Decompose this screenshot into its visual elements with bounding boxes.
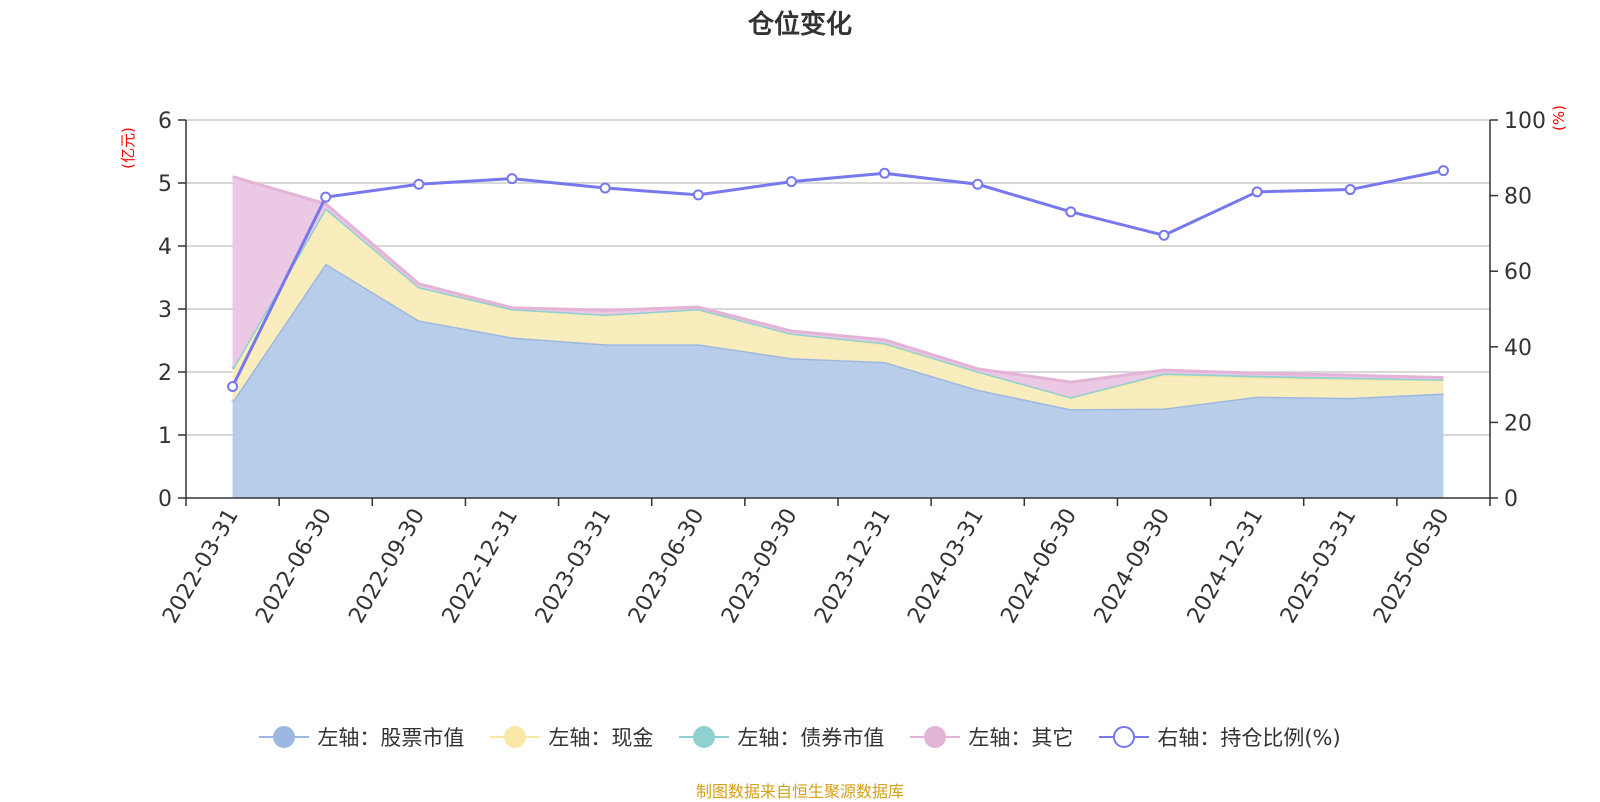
x-tick-label: 2023-12-31 [810,505,896,628]
line-point [1344,184,1356,196]
y-left-tick-label: 3 [158,298,172,323]
legend-item[interactable]: 左轴：股票市值 [259,722,464,752]
area-line-左轴：其它 [232,175,1444,384]
x-tick-label: 2025-03-31 [1276,505,1362,628]
y-left-tick-label: 5 [158,172,172,197]
line-point [506,173,518,185]
area-左轴：现金 [232,208,1444,410]
legend-label: 左轴：现金 [548,726,654,750]
x-tick-label: 2023-06-30 [624,505,710,628]
legend-item[interactable]: 右轴：持仓比例(%) [1099,722,1341,752]
legend-label: 左轴：股票市值 [317,726,465,750]
line-point [1251,186,1263,198]
x-tick-label: 2022-09-30 [344,505,430,628]
x-tick-label: 2022-12-31 [438,505,524,628]
y-left-tick-label: 1 [158,424,172,449]
line-point [1065,206,1077,218]
x-tick-label: 2022-03-31 [158,505,244,628]
legend-item[interactable]: 左轴：现金 [490,722,653,752]
legend-item[interactable]: 左轴：债券市值 [679,722,884,752]
line-右轴：持仓比例(%) [231,169,1444,388]
y-right-tick-label: 60 [1504,260,1532,285]
y-right-tick-label: 100 [1504,109,1546,134]
line-point [879,167,891,179]
line-point [1437,165,1449,177]
line-point [227,380,239,392]
x-tick-label: 2023-03-31 [531,505,617,628]
legend-label: 左轴：其它 [968,726,1074,750]
chart-title: 仓位变化 [747,10,852,40]
y-right-tick-label: 0 [1504,487,1518,512]
x-tick-label: 2024-12-31 [1183,505,1269,628]
line-point [692,189,704,201]
legend-swatch [259,725,310,749]
line-point [320,191,332,203]
legend-swatch [1099,725,1150,749]
line-point [413,178,425,190]
legend-label: 右轴：持仓比例(%) [1157,726,1341,750]
area-左轴：股票市值 [232,263,1444,498]
y-right-tick-label: 40 [1504,336,1532,361]
y-left-tick-label: 6 [158,109,172,134]
source-note: 制图数据来自恒生聚源数据库 [695,782,904,801]
legend-swatch [679,725,730,749]
left-axis-label: (亿元) [119,127,137,169]
x-tick-label: 2024-03-31 [903,505,989,628]
legend-swatch [910,725,961,749]
legend-item[interactable]: 左轴：其它 [910,722,1073,752]
x-tick-label: 2024-06-30 [996,505,1082,628]
area-line-左轴：债券市值 [231,205,1444,399]
legend: 左轴：股票市值 左轴：现金 左轴：债券市值 左轴：其它 右轴：持仓比例(%) [0,722,1600,752]
y-left-tick-label: 0 [158,487,172,512]
x-tick-label: 2025-06-30 [1369,505,1455,628]
legend-label: 左轴：债券市值 [737,726,885,750]
right-axis-label: (%) [1550,105,1568,131]
y-right-tick-label: 80 [1504,185,1532,210]
line-point [972,178,984,190]
line-point [785,176,797,188]
y-left-tick-label: 2 [158,361,172,386]
x-tick-label: 2024-09-30 [1090,505,1176,628]
line-point [1158,229,1170,241]
y-left-tick-label: 4 [158,235,172,260]
x-tick-label: 2022-06-30 [251,505,337,628]
x-tick-label: 2023-09-30 [717,505,803,628]
legend-swatch [490,725,541,749]
line-point [599,182,611,194]
y-right-tick-label: 20 [1504,411,1532,436]
